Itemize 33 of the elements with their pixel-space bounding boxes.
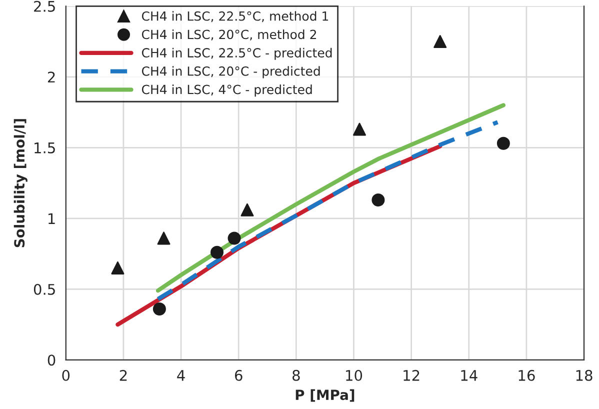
- y-tick-label: 0: [48, 354, 56, 366]
- x-tick-label: 8: [292, 370, 300, 381]
- y-tick-label: 1.5: [34, 142, 55, 154]
- legend-label: CH4 in LSC, 20°C, method 2: [142, 29, 316, 40]
- y-tick-label: 2: [48, 72, 55, 82]
- point: [240, 203, 254, 216]
- point: [352, 122, 366, 136]
- y-tick-label: 2.5: [34, 0, 55, 12]
- x-tick-label: 12: [404, 370, 420, 381]
- point: [152, 302, 166, 316]
- point: [157, 232, 170, 245]
- point: [496, 136, 510, 150]
- x-tick-label: 14: [461, 370, 478, 381]
- legend-label: CH4 in LSC, 20°C - predicted: [142, 66, 320, 78]
- x-axis-title: P [MPa]: [296, 389, 354, 402]
- x-tick-label: 10: [346, 370, 362, 381]
- legend-label: CH4 in LSC, 22.5°C - predicted: [142, 48, 332, 60]
- y-tick-label: 0.5: [34, 284, 55, 295]
- point: [434, 35, 447, 48]
- point: [228, 232, 241, 245]
- x-tick-label: 16: [518, 370, 535, 381]
- point: [372, 194, 385, 207]
- legend-label: CH4 in LSC, 22.5°C, method 1: [142, 11, 328, 22]
- x-tick-label: 6: [234, 370, 242, 381]
- point: [210, 246, 224, 259]
- x-tick-label: 2: [120, 370, 127, 381]
- x-tick-label: 4: [177, 370, 185, 381]
- x-tick-label: 18: [576, 370, 592, 381]
- point: [111, 261, 124, 274]
- y-axis-title: Solubility [mol/l]: [14, 119, 28, 248]
- y-tick-label: 1: [48, 213, 55, 224]
- legend-label: CH4 in LSC, 4°C - predicted: [142, 84, 312, 97]
- x-tick-label: 0: [62, 370, 70, 381]
